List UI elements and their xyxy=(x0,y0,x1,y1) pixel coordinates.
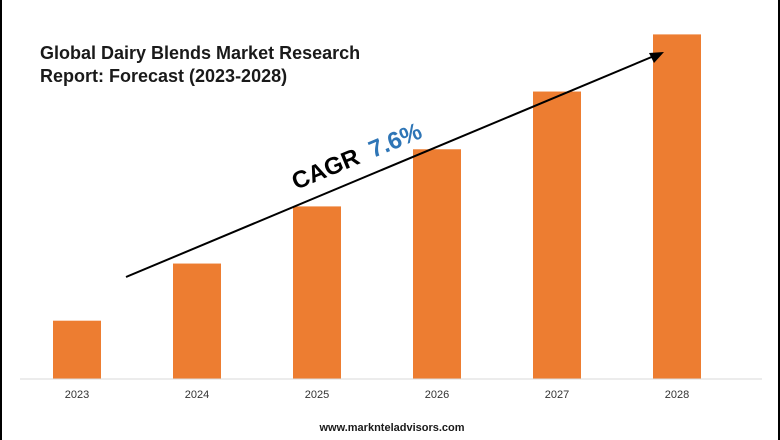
bar-2027 xyxy=(533,91,581,379)
x-tick-label-2024: 2024 xyxy=(185,389,209,401)
cagr-label: CAGR xyxy=(288,144,364,196)
cagr-trend-arrow xyxy=(125,52,664,278)
bar-2026 xyxy=(413,149,461,379)
source-link[interactable]: www.marknteladvisors.com xyxy=(319,422,465,434)
cagr-annotation: CAGR 7.6% xyxy=(288,118,426,196)
x-tick-label-2028: 2028 xyxy=(665,389,689,401)
chart-title-line2: Report: Forecast (2023-2028) xyxy=(40,66,288,86)
bar-2025 xyxy=(293,206,341,379)
footer-bar xyxy=(2,411,778,440)
x-tick-label-2025: 2025 xyxy=(305,389,329,401)
x-axis-tick-labels: 2023 2024 2025 2026 2027 2028 xyxy=(65,389,689,401)
bar-2028 xyxy=(653,34,701,379)
chart-title: Global Dairy Blends Market Research Repo… xyxy=(40,42,400,88)
x-tick-label-2023: 2023 xyxy=(65,389,89,401)
bars-group xyxy=(53,34,701,379)
bar-2023 xyxy=(53,320,101,379)
x-tick-label-2027: 2027 xyxy=(545,389,569,401)
x-tick-label-2026: 2026 xyxy=(425,389,449,401)
chart-title-line1: Global Dairy Blends Market Research xyxy=(40,43,361,63)
bar-2024 xyxy=(173,263,221,379)
